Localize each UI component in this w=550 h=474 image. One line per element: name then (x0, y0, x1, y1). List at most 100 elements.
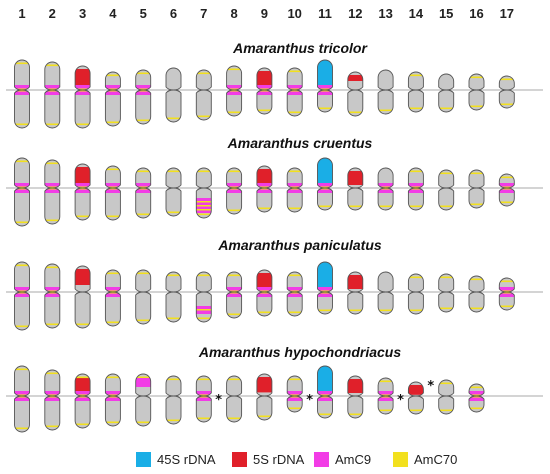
legend-item: 45S rDNA (136, 452, 216, 467)
chromosome-number: 15 (439, 6, 453, 21)
amc70-signal (408, 170, 424, 173)
species-panels: Amaranthus tricolor Amaranthus cruentus Am… (6, 40, 543, 433)
amc70-signal (469, 172, 485, 175)
45s-rdna-signal (317, 262, 333, 288)
chromosome (195, 69, 212, 121)
amc70-signal (287, 274, 303, 277)
chromosome (74, 163, 91, 221)
legend: 45S rDNA 5S rDNA AmC9 AmC70 (136, 452, 457, 467)
amc70-signal (44, 372, 60, 375)
legend-label: 5S rDNA (253, 452, 305, 467)
chromosome (104, 373, 121, 427)
chromosome-number: 12 (348, 6, 362, 21)
chromosome-number: 2 (49, 6, 56, 21)
chromosome (256, 269, 273, 317)
amc70-signal (378, 109, 394, 112)
amc70-signal (469, 307, 485, 310)
45s-rdna-signal (317, 366, 333, 392)
amc70-signal (196, 209, 212, 211)
5s-rdna-signal (408, 385, 424, 395)
legend-item: AmC9 (314, 452, 371, 467)
chromosome-number: 8 (230, 6, 237, 21)
amc70-signal (438, 382, 454, 385)
amc70-signal (105, 74, 121, 77)
amc70-signal (408, 107, 424, 110)
amc70-signal (166, 117, 181, 120)
amc70-signal (347, 309, 363, 312)
amc70-signal (166, 317, 181, 320)
legend-label: AmC70 (414, 452, 457, 467)
chromosome (347, 167, 364, 211)
amc70-signal (135, 119, 151, 122)
amc70-signal (317, 205, 333, 208)
legend-label: 45S rDNA (157, 452, 216, 467)
amc70-signal (469, 278, 485, 281)
amc70-signal (44, 64, 60, 67)
chromosome (347, 71, 364, 117)
chromosome (226, 271, 243, 319)
legend-label: AmC9 (335, 452, 371, 467)
amc70-signal (14, 427, 30, 430)
amc70-signal (166, 274, 181, 277)
species-panel: Amaranthus tricolor (6, 40, 543, 129)
amc70-signal (469, 203, 485, 206)
amc70-signal (105, 321, 121, 324)
chromosome (286, 271, 303, 317)
amc70-signal (166, 170, 181, 173)
amc70-signal (256, 415, 272, 418)
chromosome (407, 273, 424, 315)
5s-rdna-signal (75, 269, 91, 285)
chromosome: * (286, 375, 313, 413)
amc70-signal (75, 123, 91, 126)
chromosome (377, 69, 394, 115)
amc70-signal (378, 380, 394, 383)
amc70-signal (196, 378, 212, 381)
5s-rdna-signal (347, 379, 363, 393)
amc70-signal (256, 207, 272, 210)
amc70-signal (499, 305, 515, 308)
chromosome (438, 73, 455, 113)
legend-swatch (393, 452, 408, 467)
chromosome-number: 17 (500, 6, 514, 21)
species-title: Amaranthus cruentus (227, 135, 373, 151)
amc70-signal (105, 421, 121, 424)
chromosome: * (195, 375, 222, 423)
chromosome (317, 157, 333, 211)
amc70-signal (166, 211, 181, 214)
chromosome (377, 167, 394, 211)
chromosome (377, 271, 394, 315)
amc70-signal (287, 111, 303, 114)
amc70-signal (226, 111, 242, 114)
amc70-signal (105, 272, 121, 275)
amc70-signal (317, 309, 333, 312)
chromosome-number: 5 (140, 6, 147, 21)
amc70-signal (44, 266, 60, 269)
amc70-signal (287, 378, 303, 381)
amc70-signal (226, 378, 242, 381)
asterisk-mark: * (427, 379, 434, 394)
chromosome (44, 369, 61, 431)
amc70-signal (75, 423, 91, 426)
amc9-signal (135, 378, 151, 387)
chromosome (226, 167, 243, 215)
amc70-signal (44, 123, 60, 126)
chromosome (286, 67, 303, 117)
chromosome (226, 375, 243, 423)
chromosome-number: 6 (170, 6, 177, 21)
5s-rdna-signal (256, 377, 272, 393)
chromosome-number-row: 1 2 3 4 5 6 7 8 9 10 11 12 13 14 15 16 17 (18, 6, 514, 21)
amc70-signal (408, 276, 424, 279)
amc70-signal (226, 170, 242, 173)
chromosome (135, 373, 152, 427)
species-title: Amaranthus paniculatus (217, 237, 382, 253)
amc70-signal (196, 317, 212, 320)
chromosome (74, 373, 91, 429)
amc70-signal (166, 378, 181, 381)
amc70-signal (226, 274, 242, 277)
amc70-signal (196, 72, 212, 75)
amc70-signal (438, 107, 454, 110)
species-title: Amaranthus tricolor (232, 40, 368, 56)
amc70-signal (14, 160, 30, 163)
chromosome (438, 273, 455, 313)
species-title: Amaranthus hypochondriacus (198, 344, 401, 360)
